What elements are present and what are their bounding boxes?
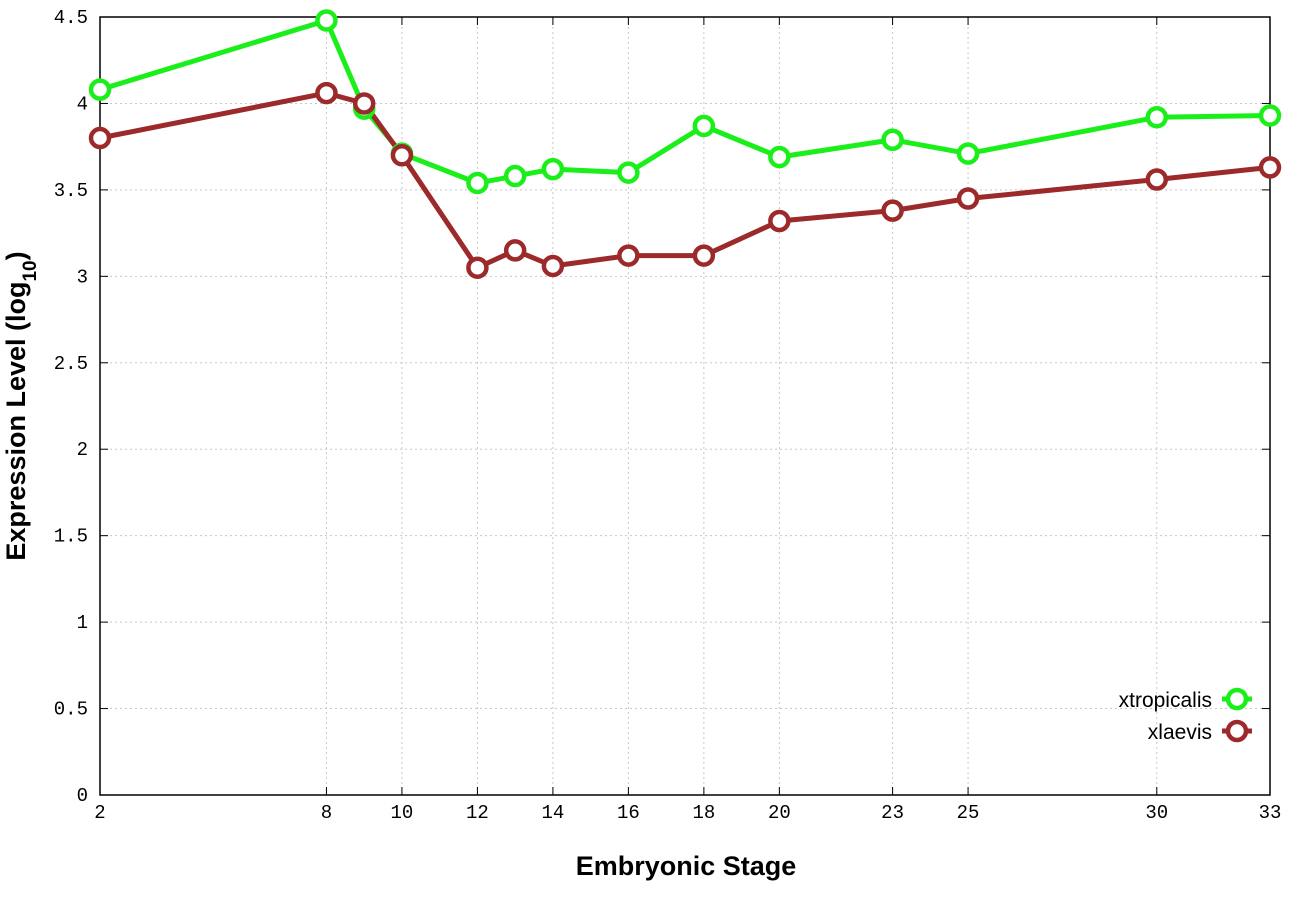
y-tick-label: 1 <box>77 612 88 634</box>
x-tick-label: 30 <box>1145 802 1168 824</box>
legend-label-xtropicalis: xtropicalis <box>1119 689 1212 712</box>
x-tick-label: 10 <box>391 802 414 824</box>
data-point-xlaevis <box>390 144 414 167</box>
y-tick-label: 3 <box>77 266 88 288</box>
y-tick-label: 4.5 <box>54 7 88 29</box>
legend-marker-xtropicalis <box>1225 687 1249 711</box>
data-series <box>88 9 1282 279</box>
x-tick-label: 23 <box>881 802 904 824</box>
data-point-xlaevis <box>503 239 527 262</box>
x-tick-label: 14 <box>541 802 564 824</box>
y-tick-label: 2.5 <box>54 353 88 375</box>
data-point-xtropicalis <box>503 164 527 188</box>
data-point-xtropicalis <box>1258 104 1282 127</box>
data-point-xlaevis <box>352 92 376 115</box>
y-tick-label: 0.5 <box>54 699 88 721</box>
x-tick-label: 2 <box>94 802 105 824</box>
tick-labels: 0 0.5 1 1.5 2 2.5 3 3.5 4 4.5 2 8 10 12 14 16 18 20 23 25 30… <box>54 7 1282 824</box>
x-tick-label: 25 <box>957 802 980 824</box>
x-tick-label: 16 <box>617 802 640 824</box>
x-axis-title: Embryonic Stage <box>576 851 797 881</box>
data-point-xlaevis <box>1258 156 1282 179</box>
y-tick-label: 4 <box>77 93 88 115</box>
data-point-xlaevis <box>692 244 716 267</box>
data-point-xlaevis <box>541 254 565 278</box>
data-point-xlaevis <box>956 187 980 210</box>
series-line-xlaevis <box>97 90 1273 271</box>
y-tick-label: 0 <box>77 785 88 807</box>
x-tick-label: 8 <box>321 802 332 824</box>
x-tick-label: 12 <box>466 802 489 824</box>
data-point-xtropicalis <box>315 9 338 32</box>
data-point-xtropicalis <box>541 157 565 181</box>
legend-marker-xlaevis <box>1225 719 1249 743</box>
data-point-xtropicalis <box>692 114 716 138</box>
data-point-xtropicalis <box>617 161 640 184</box>
data-point-xlaevis <box>1145 168 1169 191</box>
data-point-xtropicalis <box>88 78 112 101</box>
data-point-xlaevis <box>768 209 791 233</box>
y-axis-title-close: ) <box>1 251 31 260</box>
data-point-xtropicalis <box>881 128 904 152</box>
data-point-xtropicalis <box>466 171 489 195</box>
plot-area-frame <box>99 16 1271 796</box>
axis-ticks <box>99 16 1271 796</box>
y-tick-label: 1.5 <box>54 526 88 548</box>
data-point-xlaevis <box>315 81 338 105</box>
y-axis-title-subscript: 10 <box>20 260 41 281</box>
x-tick-label: 18 <box>692 802 715 824</box>
data-point-xlaevis <box>881 199 904 222</box>
data-point-xlaevis <box>466 256 489 279</box>
y-axis-title: Expression Level (log10) <box>1 251 41 560</box>
y-axis-title-main: Expression Level (log <box>1 282 31 561</box>
data-point-xlaevis <box>617 244 640 267</box>
y-tick-label: 3.5 <box>54 180 88 202</box>
x-tick-label: 20 <box>768 802 791 824</box>
data-point-xtropicalis <box>956 142 980 165</box>
grid-lines <box>100 17 1270 795</box>
legend: xtropicalis xlaevis <box>1119 687 1252 744</box>
data-point-xtropicalis <box>1145 106 1169 129</box>
legend-label-xlaevis: xlaevis <box>1148 721 1212 744</box>
data-point-xtropicalis <box>768 145 791 169</box>
x-tick-label: 33 <box>1259 802 1282 824</box>
y-tick-label: 2 <box>77 439 88 461</box>
data-point-xlaevis <box>88 126 112 150</box>
